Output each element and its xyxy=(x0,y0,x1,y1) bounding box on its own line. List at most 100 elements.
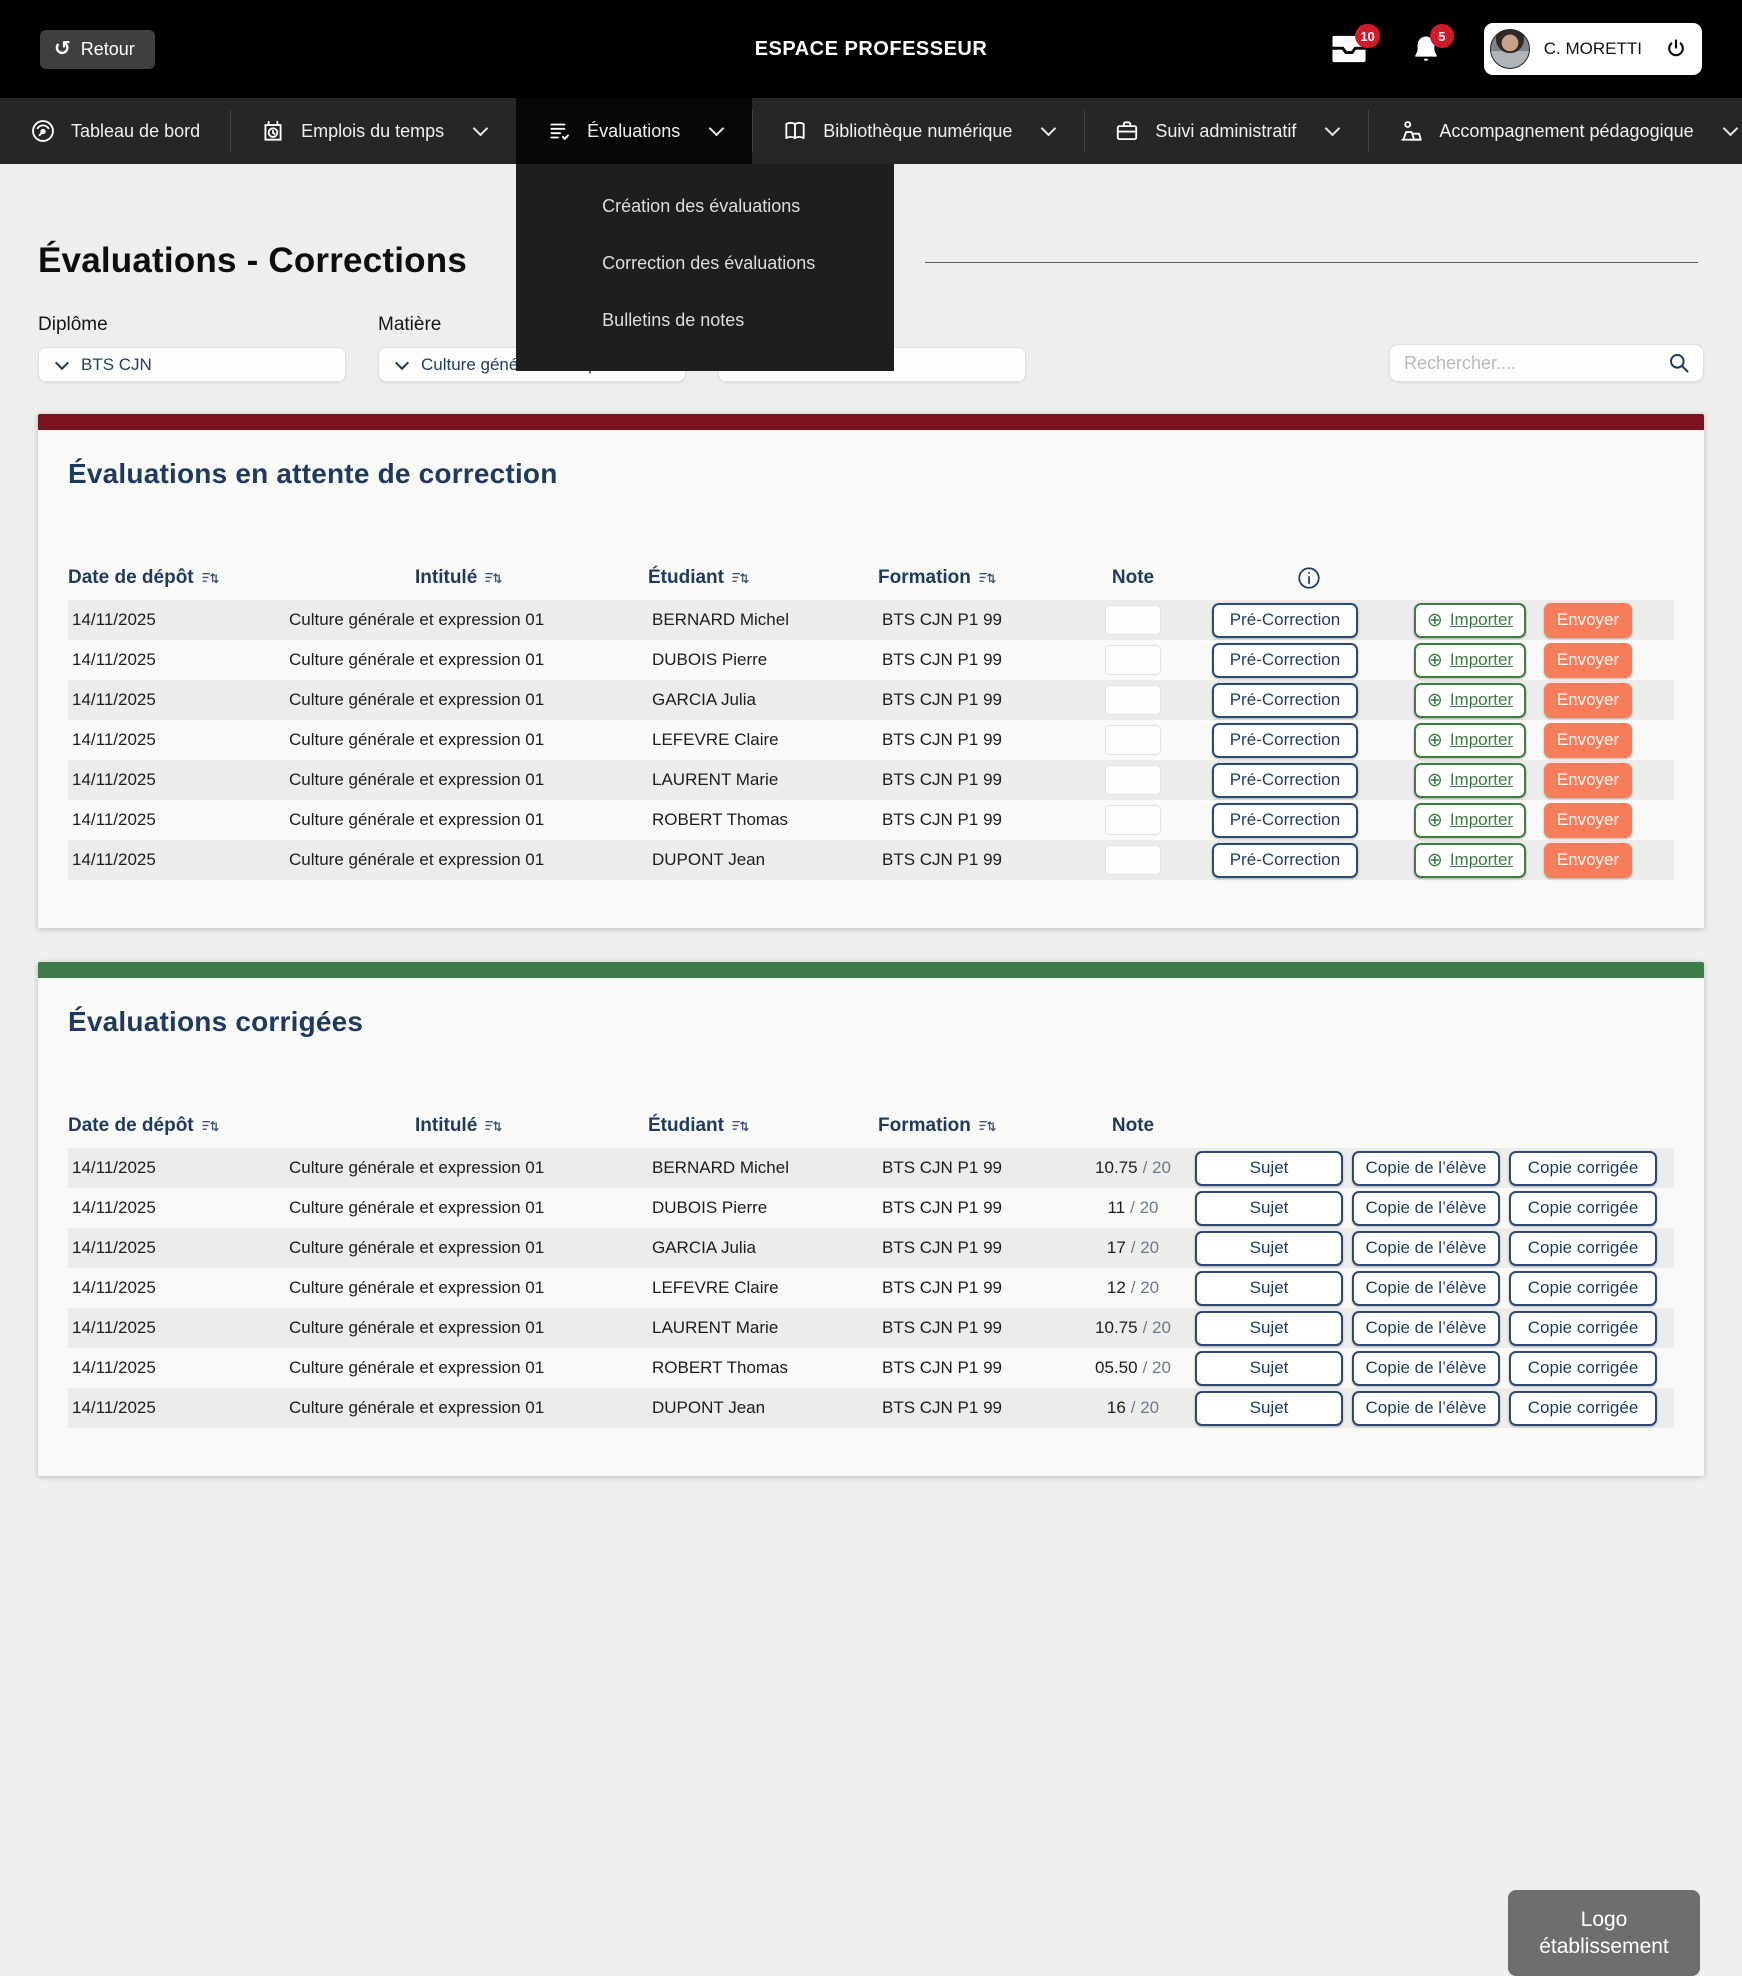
column-header-etudiant[interactable]: Étudiant xyxy=(648,567,878,589)
cell-formation: BTS CJN P1 99 xyxy=(882,1398,1002,1417)
cell-note: 16 / 20 xyxy=(1078,1398,1188,1418)
pre-correction-button[interactable]: Pré-Correction xyxy=(1212,762,1358,798)
sujet-button[interactable]: Sujet xyxy=(1195,1150,1343,1186)
copie-corrigee-button[interactable]: Copie corrigée xyxy=(1509,1230,1657,1266)
envoyer-button[interactable]: Envoyer xyxy=(1544,842,1632,878)
sujet-button[interactable]: Sujet xyxy=(1195,1270,1343,1306)
sujet-button[interactable]: Sujet xyxy=(1195,1350,1343,1386)
note-input[interactable] xyxy=(1105,685,1161,715)
note-input[interactable] xyxy=(1105,645,1161,675)
copie-corrigee-button[interactable]: Copie corrigée xyxy=(1509,1310,1657,1346)
sujet-button[interactable]: Sujet xyxy=(1195,1230,1343,1266)
copie-corrigee-button[interactable]: Copie corrigée xyxy=(1509,1390,1657,1426)
note-input[interactable] xyxy=(1105,725,1161,755)
cell-intitule: Culture générale et expression 01 xyxy=(289,1278,545,1297)
copie-eleve-button[interactable]: Copie de l’élève xyxy=(1352,1190,1500,1226)
pre-correction-button[interactable]: Pré-Correction xyxy=(1212,802,1358,838)
chevron-down-icon xyxy=(1722,120,1738,137)
envoyer-button[interactable]: Envoyer xyxy=(1544,762,1632,798)
importer-button[interactable]: ⊕ Importer xyxy=(1414,842,1526,878)
copie-corrigee-button[interactable]: Copie corrigée xyxy=(1509,1270,1657,1306)
info-icon[interactable] xyxy=(1296,565,1322,591)
search-input[interactable] xyxy=(1404,352,1667,374)
sort-icon xyxy=(485,1120,502,1132)
column-header-date[interactable]: Date de dépôt xyxy=(68,567,285,589)
menu-item-correction-des-evaluations[interactable]: Correction des évaluations xyxy=(602,253,816,273)
cell-intitule: Culture générale et expression 01 xyxy=(289,690,545,709)
cell-intitule: Culture générale et expression 01 xyxy=(289,810,545,829)
note-max: / 20 xyxy=(1142,1158,1171,1177)
copie-corrigee-button[interactable]: Copie corrigée xyxy=(1509,1190,1657,1226)
copie-eleve-button[interactable]: Copie de l’élève xyxy=(1352,1350,1500,1386)
column-header-date[interactable]: Date de dépôt xyxy=(68,1115,285,1137)
main-nav: Tableau de bord Emplois du temps Évaluat… xyxy=(0,98,1742,371)
note-input[interactable] xyxy=(1105,845,1161,875)
notifications-button[interactable]: 5 xyxy=(1410,24,1454,66)
note-input[interactable] xyxy=(1105,765,1161,795)
sort-icon xyxy=(732,1120,749,1132)
pre-correction-button[interactable]: Pré-Correction xyxy=(1212,842,1358,878)
cell-date: 14/11/2025 xyxy=(72,650,156,669)
copie-eleve-button[interactable]: Copie de l’élève xyxy=(1352,1270,1500,1306)
cell-formation: BTS CJN P1 99 xyxy=(882,1158,1002,1177)
cell-intitule: Culture générale et expression 01 xyxy=(289,1158,545,1177)
sujet-button[interactable]: Sujet xyxy=(1195,1190,1343,1226)
importer-button[interactable]: ⊕ Importer xyxy=(1414,602,1526,638)
diplome-label: Diplôme xyxy=(38,314,108,335)
note-input[interactable] xyxy=(1105,805,1161,835)
user-menu[interactable]: C. MORETTI xyxy=(1483,23,1702,75)
copie-eleve-button[interactable]: Copie de l’élève xyxy=(1352,1390,1500,1426)
menu-item-bulletins-de-notes[interactable]: Bulletins de notes xyxy=(602,310,745,330)
cell-etudiant: LEFEVRE Claire xyxy=(652,730,779,749)
envoyer-button[interactable]: Envoyer xyxy=(1544,802,1632,838)
pending-table-header: Date de dépôt Intitulé Étudiant Formatio… xyxy=(38,556,1704,600)
cell-etudiant: DUPONT Jean xyxy=(652,1398,766,1417)
nav-item-evaluations[interactable]: Évaluations Création des évaluations Cor… xyxy=(516,98,895,371)
copie-eleve-button[interactable]: Copie de l’élève xyxy=(1352,1150,1500,1186)
sujet-button[interactable]: Sujet xyxy=(1195,1390,1343,1426)
power-icon[interactable] xyxy=(1664,37,1688,61)
table-row: 14/11/2025 Culture générale et expressio… xyxy=(68,1388,1674,1428)
note-value: 05.50 xyxy=(1095,1358,1138,1377)
column-header-formation[interactable]: Formation xyxy=(878,567,1078,589)
inbox-button[interactable]: 10 xyxy=(1330,24,1380,66)
nav-item-bibliotheque-numerique[interactable]: Bibliothèque numérique xyxy=(752,98,1084,164)
matiere-label: Matière xyxy=(378,314,442,335)
nav-item-emplois-du-temps[interactable]: Emplois du temps xyxy=(230,98,516,164)
back-button[interactable]: ↺ Retour xyxy=(40,29,155,69)
nav-label: Bibliothèque numérique xyxy=(823,120,1013,141)
envoyer-button[interactable]: Envoyer xyxy=(1544,642,1632,678)
nav-item-accompagnement-pedagogique[interactable]: Accompagnement pédagogique xyxy=(1368,98,1742,164)
nav-item-suivi-administratif[interactable]: Suivi administratif xyxy=(1084,98,1368,164)
note-input[interactable] xyxy=(1105,605,1161,635)
sujet-button[interactable]: Sujet xyxy=(1195,1310,1343,1346)
envoyer-button[interactable]: Envoyer xyxy=(1544,682,1632,718)
column-header-formation[interactable]: Formation xyxy=(878,1115,1078,1137)
pre-correction-button[interactable]: Pré-Correction xyxy=(1212,682,1358,718)
diplome-select[interactable]: BTS CJN xyxy=(38,347,346,382)
column-header-intitule[interactable]: Intitulé xyxy=(285,1115,648,1137)
nav-item-tableau-de-bord[interactable]: Tableau de bord xyxy=(0,98,230,164)
copie-eleve-button[interactable]: Copie de l’élève xyxy=(1352,1230,1500,1266)
menu-item-creation-des-evaluations[interactable]: Création des évaluations xyxy=(602,196,801,216)
pre-correction-button[interactable]: Pré-Correction xyxy=(1212,642,1358,678)
cell-date: 14/11/2025 xyxy=(72,1318,156,1337)
notifications-badge: 5 xyxy=(1429,24,1454,48)
pre-correction-button[interactable]: Pré-Correction xyxy=(1212,722,1358,758)
search-icon[interactable] xyxy=(1667,351,1691,375)
copie-corrigee-button[interactable]: Copie corrigée xyxy=(1509,1150,1657,1186)
envoyer-button[interactable]: Envoyer xyxy=(1544,722,1632,758)
envoyer-button[interactable]: Envoyer xyxy=(1544,602,1632,638)
copie-corrigee-button[interactable]: Copie corrigée xyxy=(1509,1350,1657,1386)
pre-correction-button[interactable]: Pré-Correction xyxy=(1212,602,1358,638)
importer-button[interactable]: ⊕ Importer xyxy=(1414,682,1526,718)
importer-button[interactable]: ⊕ Importer xyxy=(1414,722,1526,758)
table-row: 14/11/2025 Culture générale et expressio… xyxy=(68,1268,1674,1308)
column-header-intitule[interactable]: Intitulé xyxy=(285,567,648,589)
importer-button[interactable]: ⊕ Importer xyxy=(1414,642,1526,678)
importer-button[interactable]: ⊕ Importer xyxy=(1414,802,1526,838)
cell-etudiant: LAURENT Marie xyxy=(652,770,779,789)
column-header-etudiant[interactable]: Étudiant xyxy=(648,1115,878,1137)
importer-button[interactable]: ⊕ Importer xyxy=(1414,762,1526,798)
copie-eleve-button[interactable]: Copie de l’élève xyxy=(1352,1310,1500,1346)
